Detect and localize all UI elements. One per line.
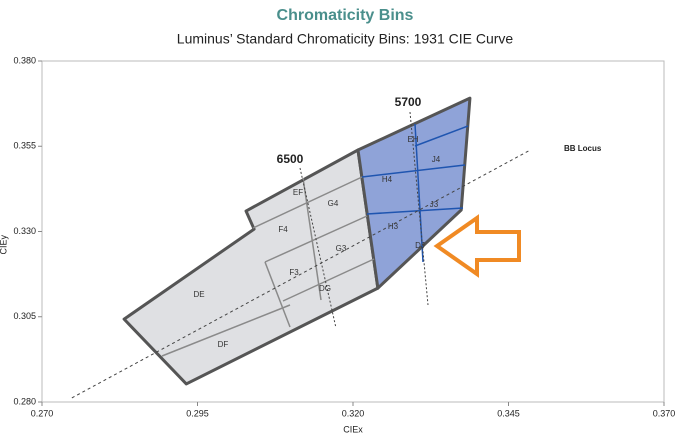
bin-boundary xyxy=(366,207,464,215)
bin-label: DE xyxy=(193,290,204,299)
bin-label: DG xyxy=(319,284,331,293)
y-axis-label: CIEy xyxy=(0,235,8,255)
bin-boundary xyxy=(252,176,363,229)
locus-label: BB Locus xyxy=(564,144,602,153)
bin-boundary xyxy=(414,123,424,263)
bin-region xyxy=(356,96,472,290)
bin-label: EH xyxy=(407,135,418,144)
bin-label: DF xyxy=(218,340,229,349)
bin-boundary xyxy=(161,304,291,357)
bin-boundary xyxy=(302,177,322,301)
y-tick-label: 0.330 xyxy=(13,226,36,236)
bin-label: F3 xyxy=(289,268,299,277)
bin-boundary xyxy=(264,261,291,328)
bin-boundary xyxy=(282,258,375,302)
cct-label: 5700 xyxy=(395,95,422,109)
bin-label: H4 xyxy=(382,175,393,184)
x-tick-label: 0.370 xyxy=(653,408,676,418)
bin-boundary xyxy=(361,164,466,178)
cct-label: 6500 xyxy=(277,152,304,166)
y-tick-label: 0.355 xyxy=(13,141,36,151)
x-tick-label: 0.270 xyxy=(31,408,54,418)
bin-label: J4 xyxy=(432,155,441,164)
chart-subtitle: Luminus’ Standard Chromaticity Bins: 193… xyxy=(177,31,514,47)
bin-label: EF xyxy=(293,188,303,197)
bin-label: H3 xyxy=(388,222,399,231)
y-tick-label: 0.280 xyxy=(13,396,36,406)
arrow xyxy=(433,214,521,278)
chart-title: Chromaticity Bins xyxy=(277,7,414,24)
bin-label: G3 xyxy=(336,244,347,253)
x-tick-label: 0.320 xyxy=(342,408,365,418)
cct-line xyxy=(299,167,337,329)
cct-line xyxy=(409,111,429,306)
bin-label: F4 xyxy=(278,225,288,234)
x-axis-label: CIEx xyxy=(343,424,363,434)
bin-label: J3 xyxy=(430,200,439,209)
bin-boundaries xyxy=(161,111,469,357)
y-tick-label: 0.305 xyxy=(13,311,36,321)
bin-label: G4 xyxy=(328,199,339,208)
x-tick-label: 0.295 xyxy=(186,408,209,418)
x-tick-label: 0.345 xyxy=(497,408,520,418)
bin-label: DJ xyxy=(415,241,425,250)
bb-locus xyxy=(71,149,531,399)
y-tick-label: 0.380 xyxy=(13,55,36,65)
regions xyxy=(122,96,472,386)
bin-boundary xyxy=(414,125,469,147)
